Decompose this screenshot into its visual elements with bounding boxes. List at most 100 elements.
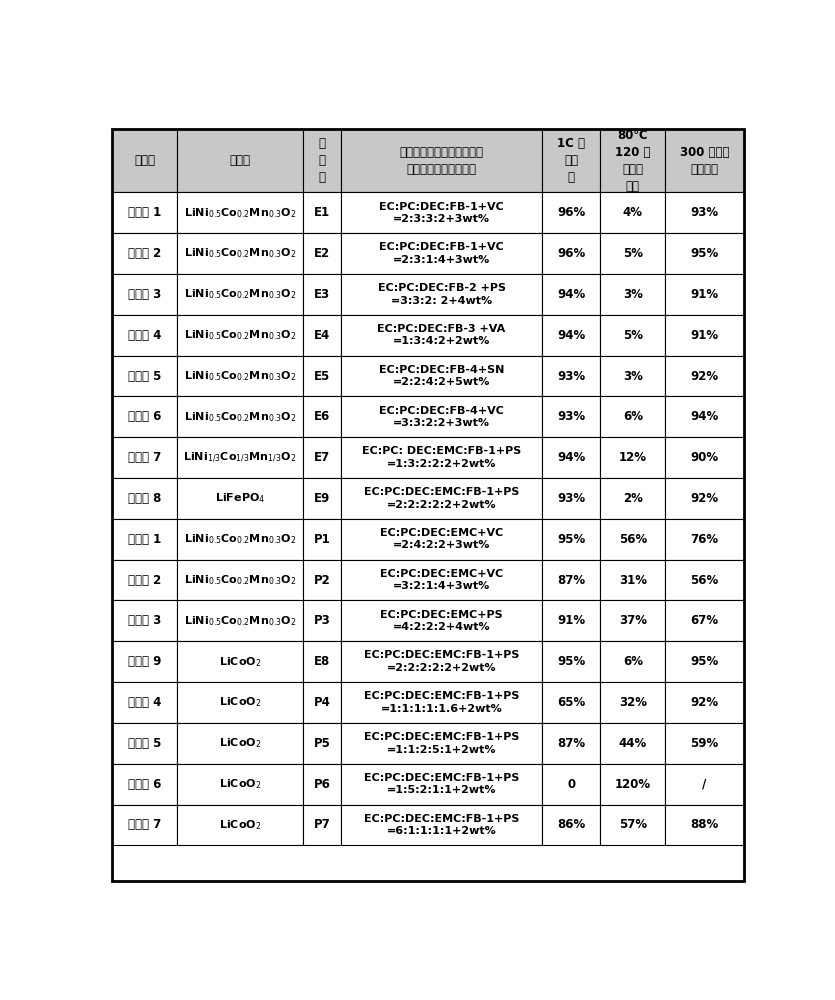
Bar <box>303 560 341 600</box>
Text: LiNi$_{0.5}$Co$_{0.2}$Mn$_{0.3}$O$_2$: LiNi$_{0.5}$Co$_{0.2}$Mn$_{0.3}$O$_2$ <box>184 206 296 220</box>
Text: LiFePO$_4$: LiFePO$_4$ <box>215 492 266 505</box>
Text: EC:PC:DEC:EMC:FB-1+PS
=1:1:1:1:1.6+2wt%: EC:PC:DEC:EMC:FB-1+PS =1:1:1:1:1.6+2wt% <box>364 691 519 714</box>
Bar <box>303 764 341 805</box>
Text: 56%: 56% <box>691 574 719 587</box>
Bar <box>303 682 341 723</box>
Text: 实施例 3: 实施例 3 <box>128 288 161 301</box>
Bar <box>341 437 542 478</box>
Bar <box>600 192 665 233</box>
Text: EC:PC:DEC:EMC:FB-1+PS
=6:1:1:1:1+2wt%: EC:PC:DEC:EMC:FB-1+PS =6:1:1:1:1+2wt% <box>364 814 519 836</box>
Text: 5%: 5% <box>623 329 643 342</box>
Text: 3%: 3% <box>623 288 643 301</box>
Text: 12%: 12% <box>619 451 647 464</box>
Bar <box>542 600 600 641</box>
Text: 94%: 94% <box>557 288 585 301</box>
Text: 对比例 5: 对比例 5 <box>128 737 161 750</box>
Text: LiNi$_{1/3}$Co$_{1/3}$Mn$_{1/3}$O$_2$: LiNi$_{1/3}$Co$_{1/3}$Mn$_{1/3}$O$_2$ <box>184 451 296 465</box>
Text: LiCoO$_2$: LiCoO$_2$ <box>219 696 261 709</box>
Bar <box>112 478 177 519</box>
Text: EC:PC:DEC:EMC:FB-1+PS
=1:5:2:1:1+2wt%: EC:PC:DEC:EMC:FB-1+PS =1:5:2:1:1+2wt% <box>364 773 519 795</box>
Bar <box>112 682 177 723</box>
Bar <box>177 600 303 641</box>
Text: E5: E5 <box>314 370 330 383</box>
Bar <box>665 233 744 274</box>
Text: P1: P1 <box>314 533 331 546</box>
Text: 对比例 2: 对比例 2 <box>128 574 161 587</box>
Bar <box>341 805 542 845</box>
Bar <box>341 274 542 315</box>
Bar <box>303 233 341 274</box>
Text: E6: E6 <box>314 410 330 423</box>
Bar <box>542 396 600 437</box>
Text: 电
解
液: 电 解 液 <box>319 137 326 184</box>
Bar <box>600 478 665 519</box>
Bar <box>665 396 744 437</box>
Text: 93%: 93% <box>557 410 585 423</box>
Text: 37%: 37% <box>619 614 647 627</box>
Bar <box>665 682 744 723</box>
Bar <box>341 560 542 600</box>
Bar <box>177 274 303 315</box>
Text: 对比例 3: 对比例 3 <box>128 614 161 627</box>
Bar <box>542 560 600 600</box>
Text: 96%: 96% <box>557 247 585 260</box>
Text: P4: P4 <box>314 696 331 709</box>
Bar <box>303 437 341 478</box>
Bar <box>177 478 303 519</box>
Text: 6%: 6% <box>623 410 643 423</box>
Bar <box>112 437 177 478</box>
Bar <box>542 356 600 396</box>
Text: E1: E1 <box>314 206 330 219</box>
Bar <box>665 805 744 845</box>
Bar <box>665 519 744 560</box>
Bar <box>112 233 177 274</box>
Bar <box>177 682 303 723</box>
Bar <box>665 192 744 233</box>
Bar <box>177 129 303 192</box>
Text: 6%: 6% <box>623 655 643 668</box>
Text: EC:PC:DEC:EMC:FB-1+PS
=2:2:2:2:2+2wt%: EC:PC:DEC:EMC:FB-1+PS =2:2:2:2:2+2wt% <box>364 487 519 510</box>
Bar <box>542 723 600 764</box>
Text: 67%: 67% <box>691 614 719 627</box>
Bar <box>177 233 303 274</box>
Bar <box>303 600 341 641</box>
Bar <box>177 805 303 845</box>
Bar <box>112 723 177 764</box>
Bar <box>665 129 744 192</box>
Text: 59%: 59% <box>691 737 719 750</box>
Bar <box>341 682 542 723</box>
Bar <box>600 600 665 641</box>
Bar <box>665 723 744 764</box>
Text: EC:PC: DEC:EMC:FB-1+PS
=1:3:2:2:2+2wt%: EC:PC: DEC:EMC:FB-1+PS =1:3:2:2:2+2wt% <box>362 446 521 469</box>
Bar <box>542 437 600 478</box>
Bar <box>341 641 542 682</box>
Bar <box>177 356 303 396</box>
Text: E3: E3 <box>314 288 330 301</box>
Text: P2: P2 <box>314 574 331 587</box>
Text: 5%: 5% <box>623 247 643 260</box>
Text: LiCoO$_2$: LiCoO$_2$ <box>219 736 261 750</box>
Bar <box>177 192 303 233</box>
Bar <box>341 396 542 437</box>
Bar <box>665 478 744 519</box>
Bar <box>341 764 542 805</box>
Bar <box>600 519 665 560</box>
Bar <box>303 396 341 437</box>
Text: EC:PC:DEC:EMC+VC
=3:2:1:4+3wt%: EC:PC:DEC:EMC+VC =3:2:1:4+3wt% <box>380 569 504 591</box>
Text: 95%: 95% <box>691 247 719 260</box>
Bar <box>600 764 665 805</box>
Bar <box>303 641 341 682</box>
Bar <box>112 600 177 641</box>
Text: E9: E9 <box>314 492 330 505</box>
Bar <box>542 682 600 723</box>
Text: 91%: 91% <box>691 288 719 301</box>
Text: 结构式: 结构式 <box>230 154 250 167</box>
Text: 96%: 96% <box>557 206 585 219</box>
Text: 86%: 86% <box>557 818 585 831</box>
Text: EC:PC:DEC:EMC:FB-1+PS
=2:2:2:2:2+2wt%: EC:PC:DEC:EMC:FB-1+PS =2:2:2:2:2+2wt% <box>364 650 519 673</box>
Text: 65%: 65% <box>557 696 585 709</box>
Bar <box>542 274 600 315</box>
Text: 实施例 7: 实施例 7 <box>128 451 161 464</box>
Text: 3%: 3% <box>623 370 643 383</box>
Text: LiCoO$_2$: LiCoO$_2$ <box>219 818 261 832</box>
